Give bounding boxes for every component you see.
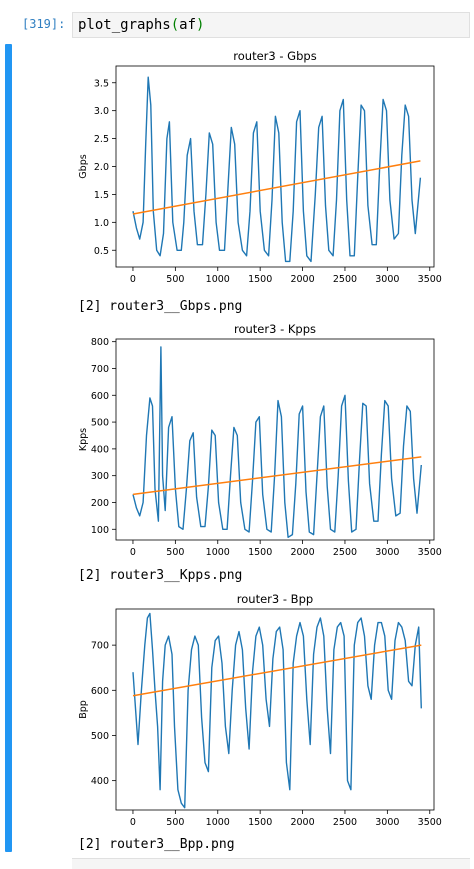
kpps-x-tick-label: 0 (130, 547, 136, 558)
gbps-y-tick-label: 2.0 (94, 162, 109, 173)
bpp-y-tick-label: 600 (91, 686, 109, 697)
gbps-trend-line (132, 160, 421, 215)
kpps-x-tick-label: 2000 (290, 547, 314, 558)
kpps-chart-title: router3 - Kpps (234, 322, 316, 336)
output-text-kpps: [2] router3__Kpps.png (78, 568, 243, 583)
chart-bpp-svg: router3 - Bpp 0 500 1000 1500 2000 2500 3000 350… (78, 592, 442, 828)
code-argument: af (179, 17, 197, 33)
chart-kpps-svg: router3 - Kpps 0 500 1000 1500 2000 2500 3000 35… (78, 322, 442, 558)
bpp-y-tick-label: 700 (91, 641, 109, 652)
kpps-y-tick-label: 300 (91, 471, 109, 482)
gbps-x-tick-label: 500 (166, 274, 184, 285)
code-open-paren: ( (170, 17, 180, 33)
kpps-y-tick-label: 600 (91, 391, 109, 402)
gbps-chart-title: router3 - Gbps (233, 49, 316, 63)
gbps-y-tick-label: 2.5 (94, 134, 109, 145)
code-function-name: plot_graphs (78, 17, 171, 33)
kpps-y-axis-label: Kpps (78, 428, 89, 451)
code-close-paren: ) (196, 17, 205, 33)
code-input-area[interactable]: plot_graphs(af) (72, 12, 470, 38)
gbps-y-tick-label: 1.5 (94, 190, 109, 201)
bpp-x-tick-label: 3000 (375, 817, 399, 828)
gbps-x-tick-label: 2000 (290, 274, 314, 285)
bpp-chart-title: router3 - Bpp (237, 592, 313, 606)
bpp-y-axis-label: Bpp (78, 700, 89, 719)
bpp-y-tick-label: 500 (91, 731, 109, 742)
kpps-x-tick-label: 1000 (206, 547, 230, 558)
kpps-plot-frame (115, 338, 435, 541)
bpp-trend-line (132, 644, 422, 697)
gbps-x-tick-label: 2500 (333, 274, 357, 285)
code-line: plot_graphs(af) (78, 17, 204, 33)
bpp-x-tick-label: 1000 (206, 817, 230, 828)
cell-prompt: [319]: (22, 17, 66, 31)
gbps-x-tick-label: 3500 (418, 274, 442, 285)
bpp-data-line (132, 612, 422, 809)
gbps-y-tick-label: 3.5 (94, 78, 109, 89)
kpps-x-tick-label: 2500 (333, 547, 357, 558)
bpp-x-tick-label: 2000 (290, 817, 314, 828)
gbps-x-tick-label: 1500 (248, 274, 272, 285)
output-area: router3 - Gbps 0 500 1000 1500 2000 2500 3000 35… (72, 44, 470, 852)
kpps-trend-line (132, 456, 422, 496)
chart-gbps-svg: router3 - Gbps 0 500 1000 1500 2000 2500 3000 35… (78, 49, 442, 285)
bpp-plot-frame (115, 608, 435, 811)
next-cell-edge[interactable] (72, 858, 470, 869)
kpps-y-tick-label: 200 (91, 498, 109, 509)
bpp-x-tick-label: 2500 (333, 817, 357, 828)
bpp-x-tick-label: 3500 (418, 817, 442, 828)
kpps-x-tick-label: 3000 (375, 547, 399, 558)
bpp-y-tick-label: 400 (91, 776, 109, 787)
output-text-gbps: [2] router3__Gbps.png (78, 299, 243, 314)
output-collapser[interactable] (5, 44, 12, 852)
kpps-y-tick-label: 500 (91, 418, 109, 429)
bpp-x-tick-label: 0 (130, 817, 136, 828)
gbps-y-tick-label: 1.0 (94, 218, 109, 229)
kpps-x-tick-label: 1500 (248, 547, 272, 558)
kpps-y-tick-label: 700 (91, 364, 109, 375)
bpp-x-tick-label: 500 (166, 817, 184, 828)
kpps-y-tick-label: 400 (91, 444, 109, 455)
chart-bpp: router3 - Bpp 0 500 1000 1500 2000 2500 3000 350… (72, 587, 470, 839)
bpp-x-tick-label: 1500 (248, 817, 272, 828)
chart-kpps: router3 - Kpps 0 500 1000 1500 2000 2500 3000 35… (72, 317, 470, 569)
gbps-y-tick-label: 3.0 (94, 106, 109, 117)
gbps-x-tick-label: 1000 (206, 274, 230, 285)
gbps-y-axis-label: Gbps (78, 154, 89, 178)
chart-gbps: router3 - Gbps 0 500 1000 1500 2000 2500 3000 35… (72, 44, 470, 296)
output-text-bpp: [2] router3__Bpp.png (78, 837, 235, 852)
gbps-x-tick-label: 3000 (375, 274, 399, 285)
kpps-x-tick-label: 3500 (418, 547, 442, 558)
gbps-x-tick-label: 0 (130, 274, 136, 285)
kpps-y-tick-label: 800 (91, 337, 109, 348)
gbps-data-line (132, 76, 422, 263)
kpps-x-tick-label: 500 (166, 547, 184, 558)
kpps-data-line (132, 346, 422, 538)
gbps-y-tick-label: 0.5 (94, 246, 109, 257)
kpps-y-tick-label: 100 (91, 525, 109, 536)
